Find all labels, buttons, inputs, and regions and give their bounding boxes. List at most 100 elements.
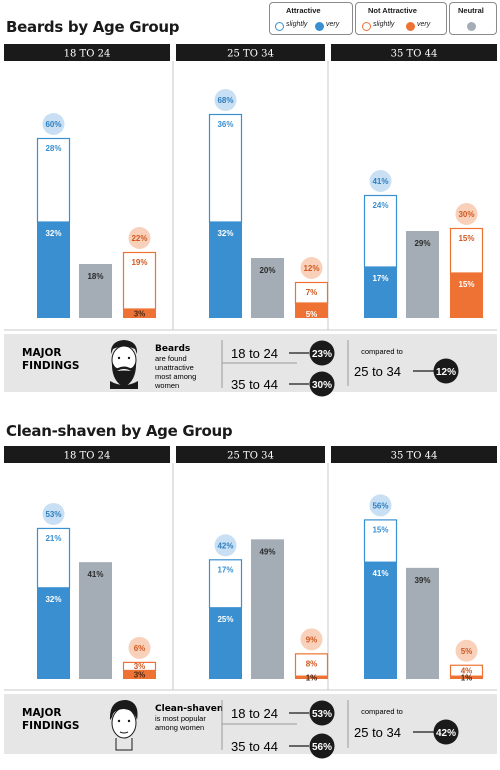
legend-attr-very-swatch: [315, 22, 324, 31]
category-header: [331, 446, 497, 463]
bubble-attractive-total: [214, 89, 237, 111]
legend-neutral-box: Neutral: [449, 2, 497, 35]
compare-label: 25 to 34: [354, 725, 401, 740]
category-header: [176, 446, 325, 463]
label-attractive-slightly: 15%: [372, 525, 388, 534]
label-not-attractive-slightly: 7%: [306, 288, 318, 297]
bar-attractive-very: [209, 607, 242, 679]
bar-attractive-very: [37, 587, 70, 679]
label-neutral: 49%: [259, 547, 275, 556]
category-label: 35 TO 44: [391, 49, 438, 60]
category-header: [4, 446, 170, 463]
label-neutral: 39%: [414, 576, 430, 585]
bar-attractive-slightly: [363, 194, 398, 268]
legend-attr-slightly-swatch: [275, 22, 284, 31]
bar-not-attractive-slightly: [122, 661, 157, 672]
legend-attr-very-label: very: [326, 21, 340, 28]
bar-neutral: [406, 567, 439, 679]
label-not-attractive-total: 12%: [303, 264, 319, 273]
panel-0-2: 35 TO 44 17% 24% 41% 29% 15% 15% 30%: [331, 44, 497, 318]
label-not-attractive-total: 30%: [458, 210, 474, 219]
label-attractive-total: 68%: [217, 96, 233, 105]
section-title-beards: Beards by Age Group: [6, 18, 180, 36]
bar-neutral: [406, 231, 439, 318]
legend-not-attractive-box: Not Attractive slightly very: [355, 2, 447, 35]
bubble-attractive-total: [214, 534, 237, 557]
bar-neutral: [251, 258, 284, 318]
bar-attractive-slightly: [208, 113, 243, 223]
compare-bubble: [433, 719, 459, 745]
legend-attractive-box: Attractive slightly very: [269, 2, 353, 35]
label-attractive-total: 42%: [217, 541, 233, 550]
legend-not-very-label: very: [417, 21, 431, 28]
bar-not-attractive-slightly: [294, 281, 329, 304]
panel-1-2: 35 TO 44 41% 15% 56% 39% 1%4% 5%: [331, 446, 497, 683]
findings-row-bubble: [309, 733, 335, 759]
label-attractive-total: 56%: [372, 501, 388, 510]
bar-attractive-very: [364, 267, 397, 318]
category-label: 35 TO 44: [391, 451, 438, 462]
bar-not-attractive-slightly: [294, 653, 329, 677]
label-attractive-very: 17%: [372, 274, 388, 283]
label-attractive-slightly: 36%: [217, 120, 233, 129]
compare-value: 42%: [436, 728, 456, 739]
label-attractive-very: 32%: [217, 229, 233, 238]
label-attractive-slightly: 24%: [372, 201, 388, 210]
bubble-not-attractive-total: [300, 628, 323, 651]
label-not-attractive-very: 3%: [134, 671, 146, 680]
panel-1-1: 25 TO 34 25% 17% 42% 49% 1% 8% 9%: [176, 446, 329, 683]
label-not-attractive-total: 9%: [306, 635, 318, 644]
bar-attractive-slightly: [208, 559, 243, 609]
section-title-clean-shaven: Clean-shaven by Age Group: [6, 422, 233, 440]
label-neutral: 29%: [414, 239, 430, 248]
findings-text-line: is most popular: [155, 714, 206, 723]
legend-neutral-label: Neutral: [458, 6, 484, 15]
label-not-attractive-very: 1%: [306, 674, 318, 683]
findings-row-bubble: [309, 700, 335, 726]
label-not-attractive-total: 22%: [131, 234, 147, 243]
bubble-not-attractive-total: [455, 203, 478, 225]
bar-not-attractive-very: [450, 676, 483, 679]
bubble-not-attractive-total: [128, 227, 151, 249]
bar-attractive-very: [364, 562, 397, 679]
findings-text-line: among women: [155, 723, 204, 732]
compare-label: 25 to 34: [354, 364, 401, 379]
bar-attractive-slightly: [36, 527, 71, 589]
findings-heading-line1: MAJOR: [22, 347, 62, 359]
bar-attractive-slightly: [36, 137, 71, 223]
bar-not-attractive-very: [450, 273, 483, 318]
label-attractive-total: 60%: [45, 120, 61, 129]
findings-row-value: 53%: [312, 709, 332, 720]
bearded-face-icon: [110, 340, 138, 389]
legend-attr-slightly-label: slightly: [286, 21, 308, 28]
findings-heading-line2: FINDINGS: [22, 360, 79, 372]
label-not-attractive-very: 15%: [458, 280, 474, 289]
label-not-attractive-total: 5%: [461, 647, 473, 656]
bubble-attractive-total: [42, 502, 65, 525]
bubble-attractive-total: [369, 494, 392, 517]
bar-not-attractive-very: [295, 303, 328, 318]
category-header: [176, 44, 325, 61]
findings-text-line: unattractive: [155, 363, 194, 372]
label-attractive-slightly: 28%: [45, 144, 61, 153]
compared-to-text: compared to: [361, 707, 403, 716]
bar-not-attractive-very: [123, 309, 156, 318]
bubble-not-attractive-total: [455, 639, 478, 662]
bubble-attractive-total: [369, 170, 392, 192]
findings-row-bubble: [309, 340, 335, 366]
bar-not-attractive-very: [123, 670, 156, 679]
category-label: 18 TO 24: [64, 451, 111, 462]
bubble-not-attractive-total: [300, 257, 323, 279]
bar-attractive-very: [209, 222, 242, 318]
compared-to-text: compared to: [361, 347, 403, 356]
findings-subject: Clean-shaven: [155, 704, 223, 714]
findings-text-line: are found: [155, 354, 187, 363]
clean-shaven-face-icon: [109, 700, 138, 751]
findings-row-bubble: [309, 371, 335, 397]
label-attractive-total: 53%: [45, 510, 61, 519]
label-not-attractive-slightly: 4%: [461, 666, 473, 675]
legend-not-slightly-label: slightly: [373, 21, 395, 28]
label-not-attractive-slightly: 8%: [306, 659, 318, 668]
